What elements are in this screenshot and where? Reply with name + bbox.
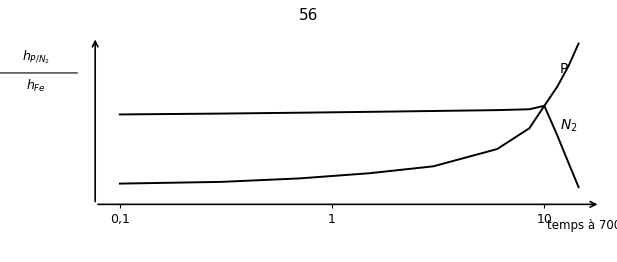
Text: temps à 700°C (heures): temps à 700°C (heures) — [547, 219, 617, 232]
Text: 56: 56 — [299, 8, 318, 23]
Text: $N_2$: $N_2$ — [560, 118, 577, 134]
Text: $h_{P/N_2}$: $h_{P/N_2}$ — [22, 49, 50, 66]
Text: P: P — [560, 62, 568, 76]
Text: $h_{Fe}$: $h_{Fe}$ — [26, 78, 46, 94]
